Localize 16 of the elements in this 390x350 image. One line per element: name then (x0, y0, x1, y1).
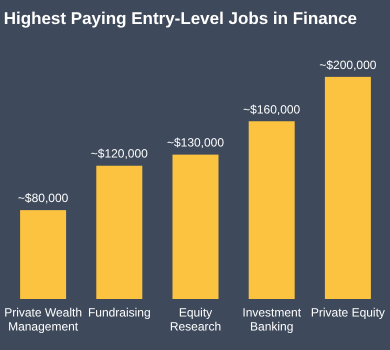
data-label: ~$80,000 (18, 191, 69, 206)
x-tick-label: Equity Research (170, 306, 222, 334)
x-tick-label: Private Equity (310, 306, 385, 320)
data-label: ~$160,000 (243, 102, 301, 116)
data-label: ~$120,000 (90, 146, 148, 161)
bar (172, 154, 218, 299)
x-tick-label: Investment Banking (242, 306, 302, 334)
x-tick-label: Private Wealth Management (4, 306, 82, 334)
x-tick-label: Fundraising (88, 306, 151, 320)
data-label: ~$130,000 (166, 136, 224, 150)
bar (248, 121, 295, 299)
chart-title: Highest Paying Entry-Level Jobs in Finance (4, 9, 358, 28)
bar (20, 210, 66, 299)
bar (324, 76, 371, 299)
data-label: ~$200,000 (319, 58, 377, 72)
bar (96, 166, 142, 299)
